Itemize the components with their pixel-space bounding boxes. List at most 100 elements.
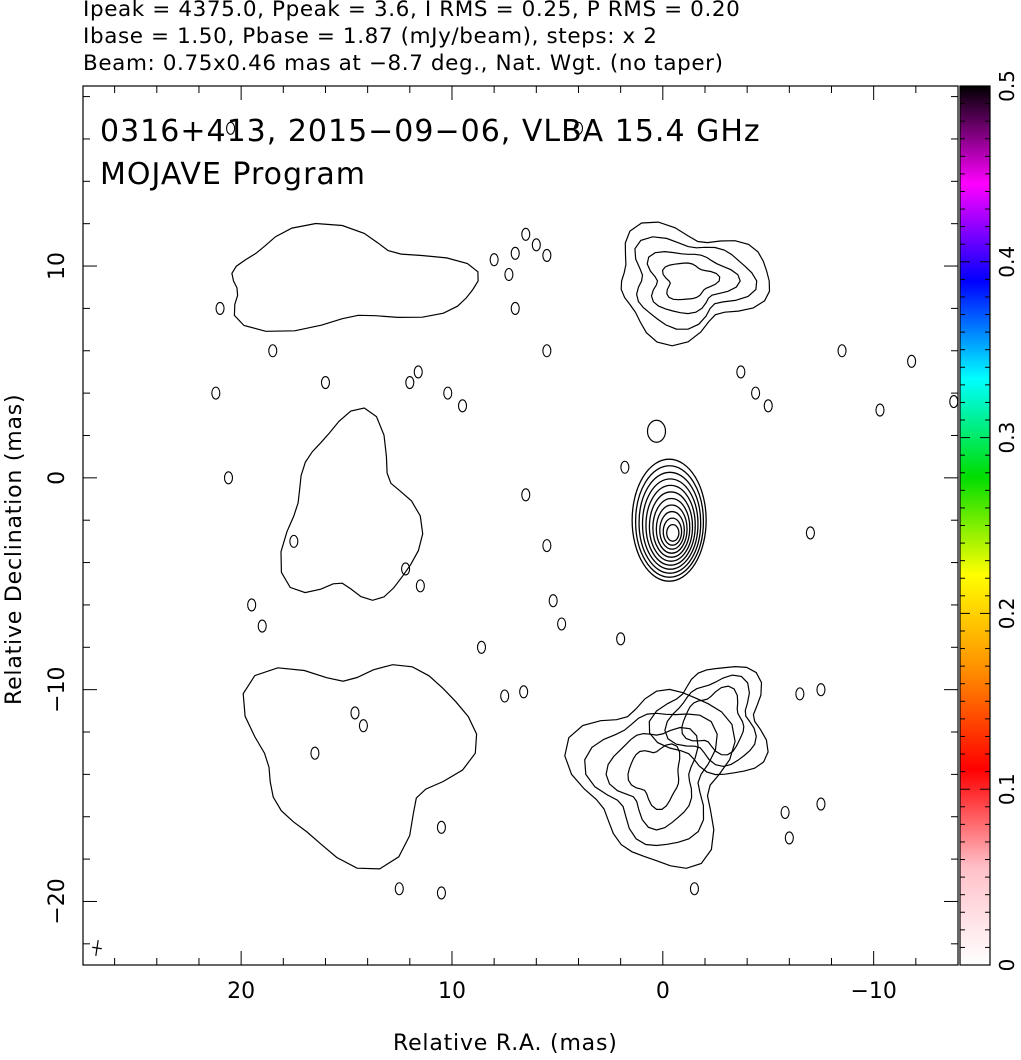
blob-contour [751,386,761,400]
blob-contour [795,687,805,701]
blob-contour [616,632,626,646]
blob-contour [521,488,531,502]
blob-contour [689,882,699,896]
x-tick-label: 20 [227,979,255,1004]
blob-contour [763,399,773,413]
blob-contour [476,640,487,654]
plot-subtitle: MOJAVE Program [100,157,366,192]
blob-contour [405,375,415,390]
blob-contour [519,685,529,699]
blob-contour [816,797,826,811]
region-contour [648,665,769,776]
blob-contour [268,344,278,358]
colorbar-tick-label: 0.4 [995,246,1019,278]
core-contour [666,524,680,542]
blob-contour [436,886,446,900]
y-axis-title: Relative Declination (mas) [2,393,27,705]
core-contour [648,491,694,562]
blob-contour [415,579,425,593]
blob-contour [504,267,514,282]
header-line-3: Beam: 0.75x0.46 mas at −8.7 deg., Nat. W… [83,51,724,76]
colorbar-tick-label: 0.1 [995,773,1019,805]
blob-contour [226,121,236,135]
region-contour [664,674,757,768]
blob-contour [310,746,320,760]
core-contour [655,504,688,554]
x-tick-label: −10 [850,979,896,1004]
blob-contour [215,301,225,315]
blob-contour [247,598,257,612]
header-line-1: Ipeak = 4375.0, Ppeak = 3.6, I RMS = 0.2… [83,0,741,22]
blob-contour [413,365,423,379]
blob-contour [837,344,847,358]
blob-contour [443,386,453,400]
blob-contour [510,301,520,315]
y-tick-label: 10 [45,252,70,280]
blob-contour [816,683,826,697]
region-contour [634,236,758,330]
plot-frame [82,85,959,966]
y-tick-label: 0 [45,471,70,485]
blob-contour [457,399,468,413]
colorbar-tick-label: 0 [995,959,1019,972]
blob-contour [736,365,746,379]
blob-contour [436,820,446,834]
plot-title: 0316+413, 2015−09−06, VLBA 15.4 GHz [100,114,761,149]
core-contour [662,517,683,546]
region-contour [605,726,699,831]
blob-contour [805,526,815,540]
x-axis-title: Relative R.A. (mas) [393,1031,618,1056]
blob-contour [394,882,404,896]
blob-contour [784,831,794,845]
blob-contour [542,248,552,262]
blob-contour [907,354,917,368]
colorbar-tick-label: 0.5 [995,70,1019,102]
region-contour [242,664,478,870]
blob-contour [320,375,331,390]
core-contour [652,497,691,558]
blob-contour [531,238,541,252]
region-contour [661,262,721,301]
blob-contour [223,471,234,485]
blob-contour [573,121,584,135]
region-contour [627,743,681,810]
blob-contour [500,689,510,703]
x-tick-label: 0 [656,979,670,1004]
core-contour [638,471,702,574]
y-tick-label: −20 [45,878,70,924]
region-contour [564,688,736,869]
core-contour [641,478,699,570]
core-contour [659,510,685,550]
x-tick-label: 10 [438,979,466,1004]
y-tick-label: −10 [45,666,70,712]
header-line-2: Ibase = 1.50, Pbase = 1.87 (mJy/beam), s… [83,24,658,49]
beam-minor [92,946,102,950]
core-contour [631,458,707,582]
blob-contour [401,562,411,576]
blob-contour [780,805,790,820]
blob-contour [211,386,221,400]
core-contour [645,484,696,566]
blob-contour [358,719,368,733]
region-contour [646,250,741,315]
blob-contour [510,246,520,260]
blob-contour [875,403,885,417]
colorbar-tick-label: 0.2 [995,597,1019,629]
blob-contour [542,344,552,358]
blob-contour [548,594,558,608]
blob-contour [620,460,630,474]
colorbar-tick-label: 0.3 [995,422,1019,454]
region-contour [620,221,771,347]
blob-contour [289,534,299,548]
core-contour [646,419,667,443]
blob-contour [489,253,499,267]
blob-contour [542,539,552,553]
region-contour [280,407,424,601]
blob-contour [521,227,531,241]
blob-contour [949,395,959,409]
blob-contour [257,619,267,633]
region-contour [584,712,718,847]
region-contour [231,222,479,332]
region-contour [681,685,745,756]
